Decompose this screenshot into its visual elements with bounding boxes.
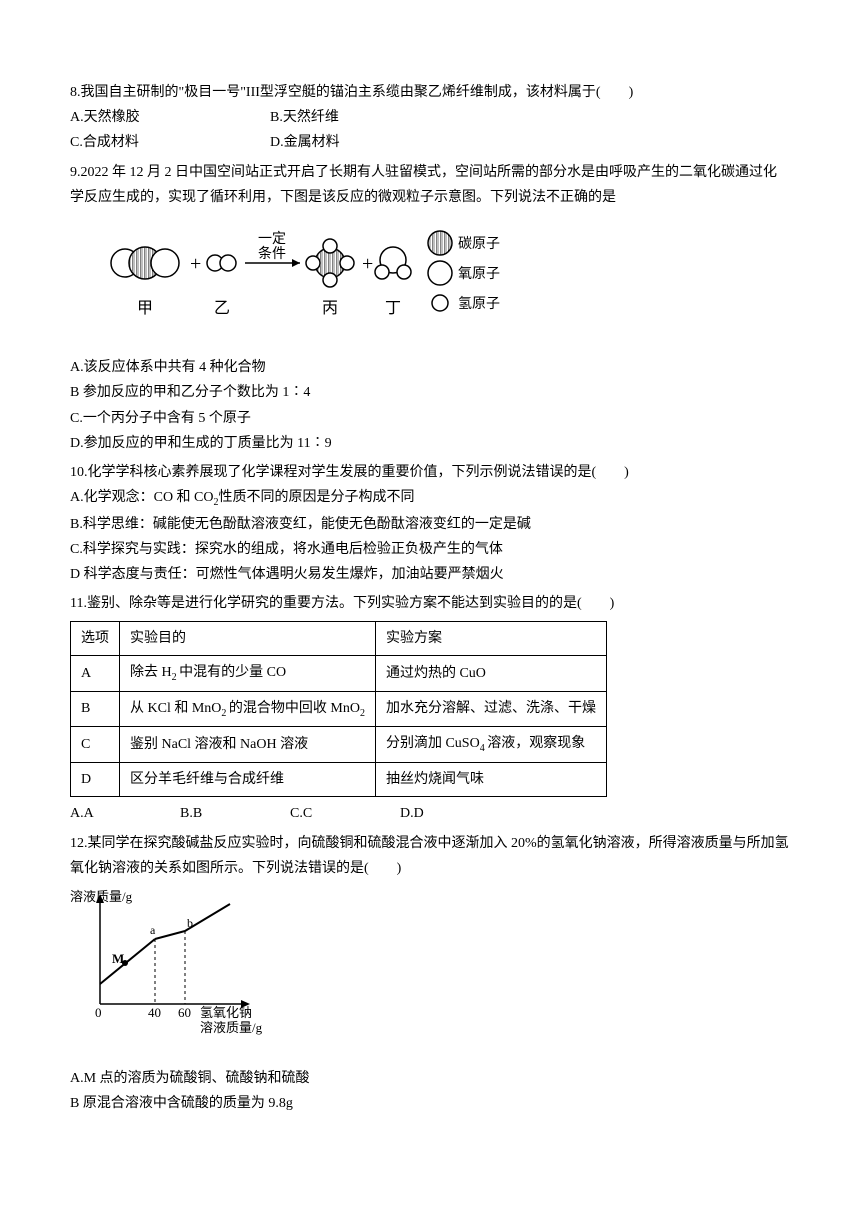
cell-plan: 加水充分溶解、过滤、洗涤、干燥 xyxy=(375,691,606,727)
point-m-label: M xyxy=(112,951,124,966)
q10-text: 10.化学学科核心素养展现了化学课程对学生发展的重要价值，下列示例说法错误的是(… xyxy=(70,460,790,485)
q9-text: 9.2022 年 12 月 2 日中国空间站正式开启了长期有人驻留模式，空间站所… xyxy=(70,160,790,210)
cell-opt: B xyxy=(71,691,120,727)
question-12: 12.某同学在探究酸碱盐反应实验时，向硫酸铜和硫酸混合液中逐渐加入 20%的氢氧… xyxy=(70,831,790,1117)
legend: 碳原子 氧原子 氢原子 xyxy=(428,231,500,312)
table-row: C 鉴别 NaCl 溶液和 NaOH 溶液 分别滴加 CuSO4 溶液，观察现象 xyxy=(71,727,607,763)
plus-2: + xyxy=(362,253,373,275)
label-ding: 丁 xyxy=(385,300,401,317)
label-yi: 乙 xyxy=(214,300,230,317)
point-b-label: b xyxy=(187,916,193,930)
molecule-bing xyxy=(306,239,354,287)
molecule-ding xyxy=(375,247,411,279)
q8-options-row-1: A.天然橡胶 B.天然纤维 xyxy=(70,105,790,130)
q8-option-b: B.天然纤维 xyxy=(270,105,470,130)
table-header-row: 选项 实验目的 实验方案 xyxy=(71,621,607,655)
q11-options: A.A B.B C.C D.D xyxy=(70,801,790,826)
cell-plan: 分别滴加 CuSO4 溶液，观察现象 xyxy=(375,727,606,763)
xtick-40: 40 xyxy=(148,1005,161,1020)
legend-oxygen-label: 氧原子 xyxy=(458,266,500,282)
q8-text: 8.我国自主研制的"极目一号"III型浮空艇的锚泊主系缆由聚乙烯纤维制成，该材料… xyxy=(70,80,790,105)
q11-text: 11.鉴别、除杂等是进行化学研究的重要方法。下列实验方案不能达到实验目的的是( … xyxy=(70,591,790,616)
cell-purpose: 从 KCl 和 MnO2 的混合物中回收 MnO2 xyxy=(120,691,376,727)
q11-option-c: C.C xyxy=(290,801,400,826)
question-11: 11.鉴别、除杂等是进行化学研究的重要方法。下列实验方案不能达到实验目的的是( … xyxy=(70,591,790,826)
plus-1: + xyxy=(190,253,201,275)
q10-a-pre: A.化学观念：CO 和 CO xyxy=(70,490,214,505)
legend-hydrogen-label: 氢原子 xyxy=(458,296,500,312)
xlabel-bot: 溶液质量/g xyxy=(200,1020,263,1035)
cell-opt: C xyxy=(71,727,120,763)
question-10: 10.化学学科核心素养展现了化学课程对学生发展的重要价值，下列示例说法错误的是(… xyxy=(70,460,790,588)
point-a-label: a xyxy=(150,923,156,937)
cell-plan: 通过灼热的 CuO xyxy=(375,655,606,691)
question-8: 8.我国自主研制的"极目一号"III型浮空艇的锚泊主系缆由聚乙烯纤维制成，该材料… xyxy=(70,80,790,156)
th-option: 选项 xyxy=(71,621,120,655)
cell-purpose: 鉴别 NaCl 溶液和 NaOH 溶液 xyxy=(120,727,376,763)
q9-option-c: C.一个丙分子中含有 5 个原子 xyxy=(70,406,790,431)
q8-option-c: C.合成材料 xyxy=(70,130,270,155)
xlabel-top: 氢氧化钠 xyxy=(200,1005,252,1020)
ylabel: 溶液质量/g xyxy=(70,889,133,904)
q10-option-a: A.化学观念：CO 和 CO2性质不同的原因是分子构成不同 xyxy=(70,485,790,512)
cell-opt: A xyxy=(71,655,120,691)
q12-graph: M a b 溶液质量/g 0 40 60 氢氧化钠 溶液质量/g xyxy=(70,889,790,1058)
label-bing: 丙 xyxy=(322,300,338,317)
table-row: B 从 KCl 和 MnO2 的混合物中回收 MnO2 加水充分溶解、过滤、洗涤… xyxy=(71,691,607,727)
q10-a-post: 性质不同的原因是分子构成不同 xyxy=(219,490,415,505)
q12-option-b: B 原混合溶液中含硫酸的质量为 9.8g xyxy=(70,1091,790,1116)
question-9: 9.2022 年 12 月 2 日中国空间站正式开启了长期有人驻留模式，空间站所… xyxy=(70,160,790,456)
th-plan: 实验方案 xyxy=(375,621,606,655)
th-purpose: 实验目的 xyxy=(120,621,376,655)
q8-option-a: A.天然橡胶 xyxy=(70,105,270,130)
q12-option-a: A.M 点的溶质为硫酸铜、硫酸钠和硫酸 xyxy=(70,1066,790,1091)
condition-bot: 条件 xyxy=(258,245,286,262)
q12-text: 12.某同学在探究酸碱盐反应实验时，向硫酸铜和硫酸混合液中逐渐加入 20%的氢氧… xyxy=(70,831,790,881)
q9-option-b: B 参加反应的甲和乙分子个数比为 1∶4 xyxy=(70,380,790,405)
q11-option-b: B.B xyxy=(180,801,290,826)
q8-options-row-2: C.合成材料 D.金属材料 xyxy=(70,130,790,155)
condition-top: 一定 xyxy=(258,231,286,247)
q10-option-c: C.科学探究与实践：探究水的组成，将水通电后检验正负极产生的气体 xyxy=(70,537,790,562)
xtick-60: 60 xyxy=(178,1005,191,1020)
molecule-jia xyxy=(111,247,179,279)
q9-option-a: A.该反应体系中共有 4 种化合物 xyxy=(70,355,790,380)
label-jia: 甲 xyxy=(137,300,153,317)
legend-carbon-label: 碳原子 xyxy=(458,236,500,252)
cell-purpose: 除去 H2 中混有的少量 CO xyxy=(120,655,376,691)
cell-purpose: 区分羊毛纤维与合成纤维 xyxy=(120,763,376,797)
q10-option-d: D 科学态度与责任：可燃性气体遇明火易发生爆炸，加油站要严禁烟火 xyxy=(70,562,790,587)
cell-plan: 抽丝灼烧闻气味 xyxy=(375,763,606,797)
molecule-yi xyxy=(207,255,236,271)
q8-option-d: D.金属材料 xyxy=(270,130,470,155)
table-row: D 区分羊毛纤维与合成纤维 抽丝灼烧闻气味 xyxy=(71,763,607,797)
q11-table: 选项 实验目的 实验方案 A 除去 H2 中混有的少量 CO 通过灼热的 CuO… xyxy=(70,621,607,798)
q10-option-b: B.科学思维：碱能使无色酚酞溶液变红，能使无色酚酞溶液变红的一定是碱 xyxy=(70,512,790,537)
q11-option-a: A.A xyxy=(70,801,180,826)
table-row: A 除去 H2 中混有的少量 CO 通过灼热的 CuO xyxy=(71,655,607,691)
q11-option-d: D.D xyxy=(400,801,510,826)
cell-opt: D xyxy=(71,763,120,797)
origin: 0 xyxy=(95,1005,102,1020)
q9-reaction-diagram: 甲 + 乙 一定 条件 丙 xyxy=(100,218,790,347)
q9-option-d: D.参加反应的甲和生成的丁质量比为 11∶9 xyxy=(70,431,790,456)
